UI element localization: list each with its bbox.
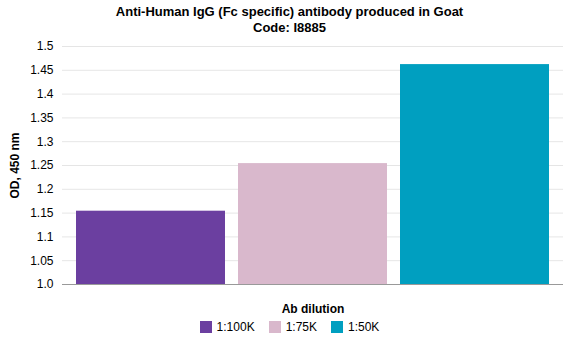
svg-text:1.5: 1.5 — [37, 39, 54, 53]
svg-text:1.15: 1.15 — [30, 206, 54, 220]
svg-text:1.1: 1.1 — [37, 230, 54, 244]
svg-text:1.25: 1.25 — [30, 158, 54, 172]
html-text:Code: I8885: Code: I8885 — [253, 20, 326, 35]
svg-text:1.05: 1.05 — [30, 254, 54, 268]
svg-text:OD, 450 nm: OD, 450 nm — [8, 132, 22, 198]
svg-text:1.4: 1.4 — [37, 87, 54, 101]
svg-text:Ab dilution: Ab dilution — [282, 302, 345, 316]
svg-text:1.3: 1.3 — [37, 135, 54, 149]
svg-text:1.2: 1.2 — [37, 182, 54, 196]
svg-text:1.45: 1.45 — [30, 63, 54, 77]
html-text:1:75K: 1:75K — [285, 320, 317, 334]
html-text:1:100K: 1:100K — [216, 320, 255, 334]
html-text:1:50K: 1:50K — [348, 320, 380, 334]
svg-text:1.35: 1.35 — [30, 111, 54, 125]
html-text:Anti-Human IgG (Fc specific) a: Anti-Human IgG (Fc specific) antibody pr… — [115, 4, 464, 19]
svg-text:1.0: 1.0 — [37, 277, 54, 291]
